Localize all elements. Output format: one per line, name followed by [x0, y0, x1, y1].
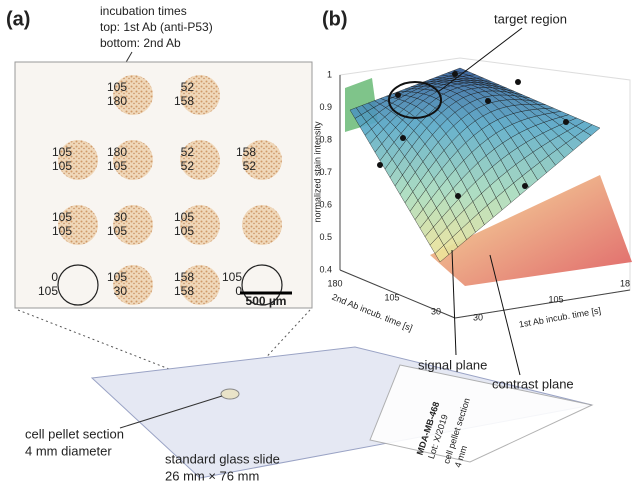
caption: 4 mm diameter [25, 443, 112, 458]
spot [113, 265, 153, 305]
spot-label: 0 [235, 284, 242, 298]
axis-label: normalized stain intensity [312, 121, 322, 223]
z-tick-label: 0.8 [319, 134, 332, 144]
contrast-plane [430, 175, 632, 286]
spot [58, 140, 98, 180]
spot-label: 52 [181, 145, 195, 159]
spot-label: 180 [107, 94, 127, 108]
spot-label: 158 [236, 145, 256, 159]
pellet [220, 388, 240, 400]
spot-label: 105 [52, 159, 72, 173]
x-tick-label: 30 [431, 306, 441, 316]
y-tick-label: 30 [473, 312, 483, 322]
spot-label: 158 [174, 94, 194, 108]
caption: 26 mm × 76 mm [165, 468, 259, 483]
spot-label: 105 [174, 224, 194, 238]
axis [454, 289, 631, 319]
scale-label: 500 µm [246, 294, 287, 308]
z-tick-label: 0.5 [319, 232, 332, 242]
spot-label: 52 [243, 159, 257, 173]
spot-label: 105 [107, 224, 127, 238]
annotation: contrast plane [492, 376, 574, 391]
pointer [451, 249, 457, 356]
measurement-point [395, 92, 401, 98]
surface-plot [339, 57, 632, 319]
spot-label: 158 [174, 284, 194, 298]
z-tick-label: 0.9 [319, 102, 332, 112]
spot [241, 264, 283, 306]
spot-label: 105 [107, 270, 127, 284]
surface-cell [583, 124, 601, 136]
spot-label: 158 [174, 270, 194, 284]
measurement-point [400, 135, 406, 141]
panel-label: (a) [6, 8, 30, 30]
spot [242, 140, 282, 180]
spot-label: 105 [52, 224, 72, 238]
pointer [119, 395, 223, 429]
caption: standard glass slide [165, 451, 280, 466]
z-tick-label: 1 [327, 69, 332, 79]
caption: incubation times [100, 4, 187, 18]
spot-label: 30 [114, 284, 128, 298]
spot [113, 140, 153, 180]
measurement-point [515, 79, 521, 85]
annotation: target region [494, 11, 567, 26]
measurement-point [455, 193, 461, 199]
spot [180, 265, 220, 305]
x-tick-label: 105 [384, 292, 399, 302]
spot-label: 52 [181, 159, 195, 173]
measurement-point [485, 98, 491, 104]
spot-label: 105 [107, 159, 127, 173]
z-tick-label: 0.6 [319, 199, 332, 209]
caption: cell pellet section [25, 426, 124, 441]
spot [58, 205, 98, 245]
spot-label: 30 [114, 210, 128, 224]
axis-label: 2nd Ab incub. time [s] [330, 292, 414, 334]
caption: top: 1st Ab (anti-P53) [100, 20, 213, 34]
spot [180, 140, 220, 180]
measurement-point [452, 71, 458, 77]
spot-label: 105 [107, 80, 127, 94]
panel-label: (b) [322, 8, 348, 30]
slide-frost [369, 364, 594, 463]
z-tick-label: 0.7 [319, 167, 332, 177]
spot-label: 105 [52, 210, 72, 224]
pointer [437, 27, 523, 93]
spot-label: 52 [181, 80, 195, 94]
spot-label: 105 [52, 145, 72, 159]
x-tick-label: 180 [327, 278, 342, 288]
spot [242, 205, 282, 245]
y-tick-label: 105 [548, 294, 563, 304]
spot [57, 264, 99, 306]
measurement-point [563, 119, 569, 125]
spot-label: 105 [222, 270, 242, 284]
spot-label: 105 [174, 210, 194, 224]
y-tick-label: 18 [620, 278, 630, 288]
micrograph [14, 61, 313, 309]
measurement-point [377, 162, 383, 168]
spots: 1051805215810510518010552521585210510530… [38, 75, 283, 306]
spot [180, 75, 220, 115]
spot [113, 75, 153, 115]
pointer [489, 254, 521, 376]
z-tick-label: 0.4 [319, 264, 332, 274]
spot-label: 105 [38, 284, 58, 298]
zoom-line [233, 309, 311, 393]
axis [339, 269, 456, 319]
spot-label: 0 [51, 270, 58, 284]
spot [113, 205, 153, 245]
target-marker [388, 81, 442, 119]
spot-label: 180 [107, 145, 127, 159]
axis-label: 1st Ab incub. time [s] [518, 305, 602, 329]
measurement-point [522, 183, 528, 189]
caption: bottom: 2nd Ab [100, 36, 181, 50]
spot [180, 205, 220, 245]
annotation: signal plane [418, 357, 487, 372]
